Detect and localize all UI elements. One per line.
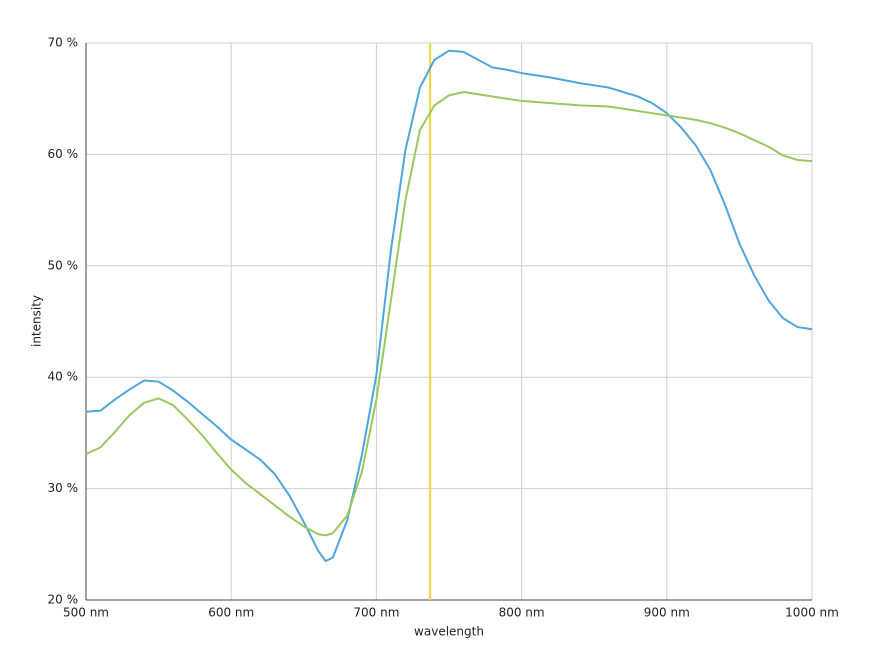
y-tick-label: 50 %	[48, 258, 79, 272]
y-tick-label: 30 %	[48, 481, 79, 495]
x-tick-label: 1000 nm	[785, 606, 839, 620]
series-line	[85, 91, 813, 537]
y-tick-label: 20 %	[48, 593, 79, 607]
x-axis-label: wavelength	[414, 625, 484, 639]
y-tick-label: 40 %	[48, 370, 79, 384]
x-tick-label: 900 nm	[644, 606, 690, 620]
y-axis-label: intensity	[30, 295, 44, 347]
x-tick-label: 500 nm	[63, 606, 109, 620]
series-line	[85, 49, 813, 563]
y-tick-label: 60 %	[48, 147, 79, 161]
x-tick-label: 700 nm	[353, 606, 399, 620]
y-tick-label: 70 %	[48, 36, 79, 50]
x-tick-label: 800 nm	[499, 606, 545, 620]
x-tick-label: 600 nm	[208, 606, 254, 620]
